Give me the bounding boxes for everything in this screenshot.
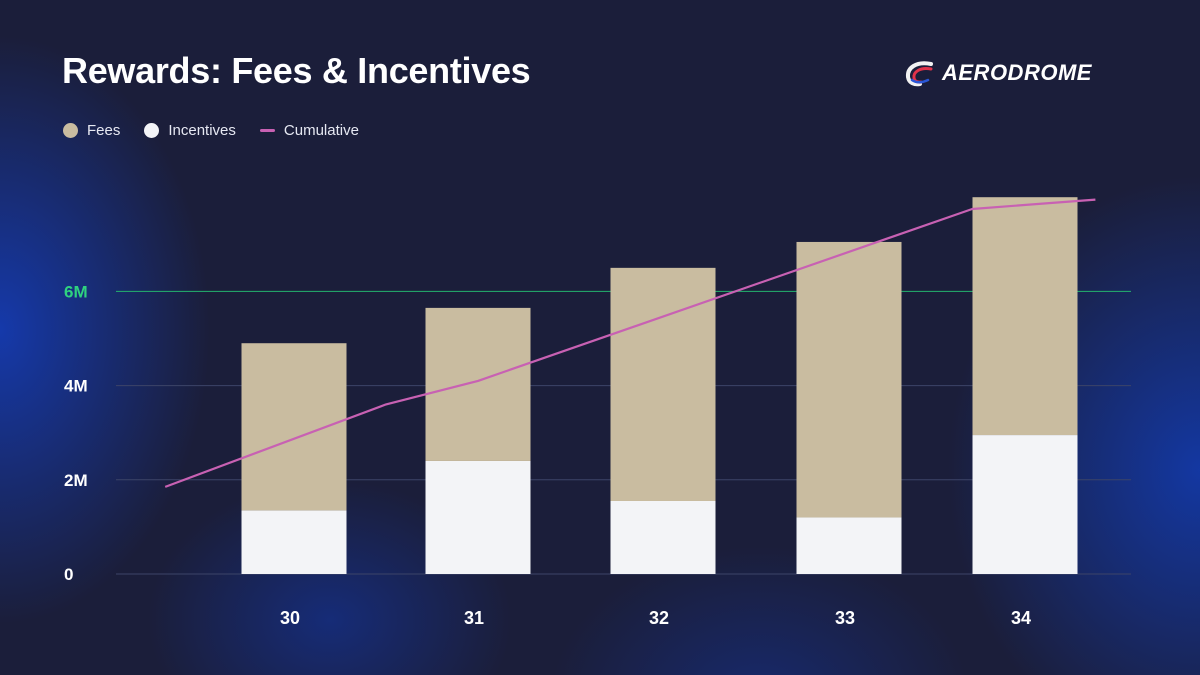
y-tick-label-6M: 6M	[64, 282, 88, 301]
x-tick-label-32: 32	[649, 608, 669, 628]
bar-fees-31	[425, 307, 531, 461]
bar-incentives-31	[425, 460, 531, 574]
legend-label-cumulative: Cumulative	[283, 122, 359, 139]
bar-incentives-34	[972, 435, 1078, 574]
x-tick-label-34: 34	[1011, 608, 1031, 628]
bar-fees-33	[796, 241, 902, 518]
x-tick-label-30: 30	[280, 608, 300, 628]
bar-fees-30	[241, 343, 347, 511]
bar-incentives-30	[241, 510, 347, 574]
aerodrome-logo-icon	[905, 61, 933, 87]
legend-label-incentives: Incentives	[168, 122, 236, 139]
legend-item-incentives: Incentives	[144, 122, 236, 139]
bar-fees-32	[610, 267, 716, 501]
aerodrome-logo: AERODROME	[904, 58, 1092, 88]
x-tick-label-33: 33	[835, 608, 855, 628]
y-tick-label-0: 0	[64, 565, 73, 584]
legend: Fees Incentives Cumulative	[63, 122, 383, 139]
y-tick-label-2M: 2M	[64, 471, 88, 490]
x-tick-label-31: 31	[464, 608, 484, 628]
legend-item-cumulative: Cumulative	[259, 122, 359, 139]
fees-swatch	[63, 123, 78, 138]
legend-label-fees: Fees	[87, 122, 121, 139]
legend-item-fees: Fees	[63, 122, 120, 139]
bar-fees-34	[972, 197, 1078, 436]
incentives-swatch	[144, 123, 160, 138]
logo-text: AERODROME	[942, 60, 1092, 85]
y-tick-label-4M: 4M	[64, 377, 88, 396]
cumulative-swatch	[259, 129, 275, 132]
bar-incentives-32	[610, 500, 716, 574]
cumulative-line	[164, 198, 1096, 488]
chart-title: Rewards: Fees & Incentives	[62, 50, 531, 91]
bar-incentives-33	[796, 517, 902, 574]
